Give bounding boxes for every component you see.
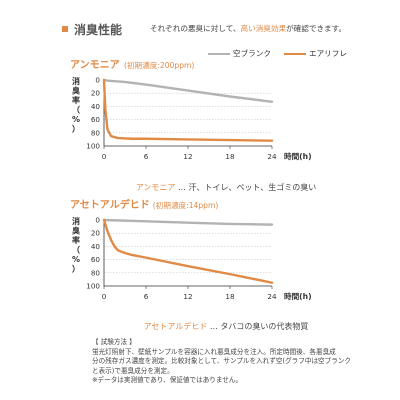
ammonia-title: アンモニア bbox=[70, 59, 120, 71]
section-header: 消臭性能 それぞれの悪臭に対して、高い消臭効果が確認できます。 bbox=[62, 23, 392, 40]
description-text: それぞれの悪臭に対して、 bbox=[150, 24, 241, 33]
acetaldehyde-ylabel-char: % bbox=[72, 255, 80, 264]
acetaldehyde-annotation-highlight: アセトアルデヒド bbox=[143, 322, 208, 331]
ammonia-ylabel-char: 率 bbox=[72, 95, 80, 105]
chart-legend: 空ブランク エアリフレ bbox=[208, 48, 388, 58]
acetaldehyde-ylabel-char: 率 bbox=[72, 235, 80, 245]
acetaldehyde-xtick-label: 0 bbox=[102, 292, 107, 301]
notes-line-2: 分の残存ガス濃度を測定。比較対象として、サンプルを入れず空(グラフ中は空ブランク bbox=[92, 357, 352, 366]
legend-label-airrefre: エアリフレ bbox=[309, 49, 347, 58]
legend-label-blank: 空ブランク bbox=[233, 49, 271, 58]
acetaldehyde-ytick-label: 80 bbox=[91, 268, 101, 277]
acetaldehyde-annotation: アセトアルデヒド … タバコの臭いの代表物質 bbox=[96, 321, 356, 332]
section-description: それぞれの悪臭に対して、高い消臭効果が確認できます。 bbox=[150, 23, 346, 34]
ammonia-series-line-1 bbox=[102, 78, 274, 142]
acetaldehyde-ylabel-char: （ bbox=[72, 245, 80, 255]
notes-footnote: ※データは実測値であり、保証値ではありません。 bbox=[92, 376, 243, 385]
acetaldehyde-annotation-text: … タバコの臭いの代表物質 bbox=[207, 322, 309, 331]
ammonia-series-line-0 bbox=[102, 78, 274, 103]
ammonia-xtick-label: 0 bbox=[102, 152, 107, 161]
acetaldehyde-series-line-1 bbox=[102, 218, 274, 284]
legend-line-blank bbox=[208, 53, 230, 55]
acetaldehyde-ytick-label: 0 bbox=[95, 216, 100, 225]
ammonia-ytick-label: 40 bbox=[91, 102, 101, 111]
section-marker-square bbox=[62, 26, 68, 32]
acetaldehyde-title: アセトアルデヒド bbox=[70, 198, 150, 211]
notes-line-1: 蛍光灯照射下、壁紙サンプルを容器に入れ悪臭成分を注入。所定時間後、各悪臭成 bbox=[92, 347, 336, 356]
legend-item-airrefre: エアリフレ bbox=[284, 48, 347, 59]
acetaldehyde-subtitle: (初期濃度:14ppm) bbox=[153, 200, 219, 210]
acetaldehyde-ylabel-char: 臭 bbox=[72, 226, 80, 236]
acetaldehyde-ytick-label: 40 bbox=[91, 242, 101, 251]
ammonia-annotation: アンモニア … 汗、トイレ、ペット、生ゴミの臭い bbox=[96, 182, 356, 193]
acetaldehyde-xlabel: 時間(h) bbox=[284, 291, 312, 301]
acetaldehyde-ytick-label: 20 bbox=[91, 229, 101, 238]
ammonia-ytick-label: 80 bbox=[91, 128, 101, 137]
notes-heading: 【 試験方法 】 bbox=[92, 338, 136, 346]
ammonia-xtick-label: 18 bbox=[225, 152, 235, 161]
description-highlight: 高い消臭効果 bbox=[240, 24, 287, 33]
ammonia-ylabel-char: % bbox=[72, 115, 80, 124]
acetaldehyde-xtick-label: 24 bbox=[267, 292, 277, 301]
description-text-end: が確認できます。 bbox=[286, 24, 347, 33]
ammonia-ylabel-char: ） bbox=[72, 124, 80, 134]
ammonia-subtitle: (初期濃度:200ppm) bbox=[124, 60, 194, 70]
ammonia-xtick-label: 6 bbox=[144, 152, 149, 161]
section-title: 消臭性能 bbox=[74, 23, 123, 37]
ammonia-ytick-label: 100 bbox=[86, 142, 100, 151]
ammonia-ytick-label: 60 bbox=[91, 115, 101, 124]
acetaldehyde-ylabel-char: 消 bbox=[72, 216, 80, 226]
ammonia-ytick-label: 20 bbox=[91, 89, 101, 98]
acetaldehyde-ytick-label: 60 bbox=[91, 255, 101, 264]
ammonia-annotation-highlight: アンモニア bbox=[135, 183, 176, 192]
ammonia-ytick-label: 0 bbox=[95, 76, 100, 85]
ammonia-xlabel: 時間(h) bbox=[284, 151, 312, 161]
notes-line-3: と表示)で悪臭成分を測定。 bbox=[92, 366, 174, 375]
ammonia-ylabel-char: （ bbox=[72, 105, 80, 115]
acetaldehyde-ytick-label: 100 bbox=[86, 282, 100, 291]
legend-item-blank: 空ブランク bbox=[208, 48, 271, 59]
test-method-notes: 【 試験方法 】 蛍光灯照射下、壁紙サンプルを容器に入れ悪臭成分を注入。所定時間… bbox=[92, 338, 392, 386]
acetaldehyde-xtick-label: 18 bbox=[225, 292, 235, 301]
ammonia-annotation-text: … 汗、トイレ、ペット、生ゴミの臭い bbox=[175, 183, 317, 192]
acetaldehyde-series-line-0 bbox=[102, 218, 274, 226]
legend-line-airrefre bbox=[284, 53, 306, 55]
acetaldehyde-xtick-label: 12 bbox=[183, 292, 192, 301]
ammonia-ylabel-char: 臭 bbox=[72, 86, 80, 96]
acetaldehyde-ylabel-char: ） bbox=[72, 264, 80, 274]
ammonia-xtick-label: 12 bbox=[183, 152, 192, 161]
ammonia-ylabel-char: 消 bbox=[72, 76, 80, 86]
ammonia-xtick-label: 24 bbox=[267, 152, 277, 161]
acetaldehyde-xtick-label: 6 bbox=[144, 292, 149, 301]
